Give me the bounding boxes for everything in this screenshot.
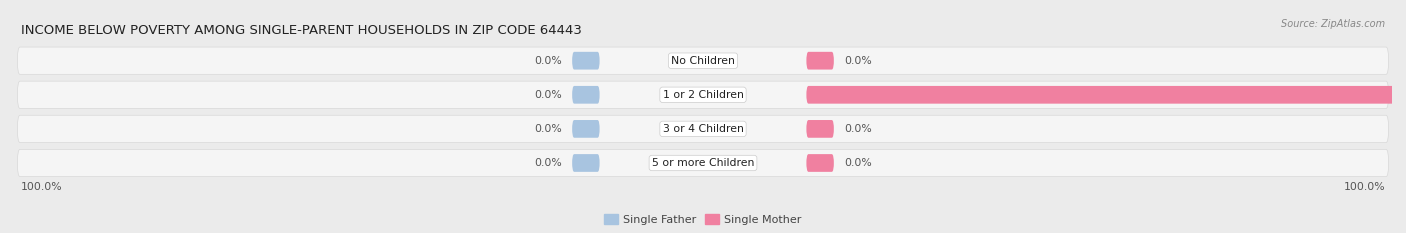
FancyBboxPatch shape xyxy=(17,81,1389,108)
FancyBboxPatch shape xyxy=(807,86,1406,104)
Text: 0.0%: 0.0% xyxy=(534,124,562,134)
FancyBboxPatch shape xyxy=(572,52,599,70)
FancyBboxPatch shape xyxy=(17,149,1389,177)
Text: 0.0%: 0.0% xyxy=(534,158,562,168)
FancyBboxPatch shape xyxy=(17,115,1389,143)
Text: 1 or 2 Children: 1 or 2 Children xyxy=(662,90,744,100)
Text: 0.0%: 0.0% xyxy=(844,158,872,168)
Text: 0.0%: 0.0% xyxy=(534,90,562,100)
Legend: Single Father, Single Mother: Single Father, Single Mother xyxy=(600,210,806,229)
Text: 0.0%: 0.0% xyxy=(534,56,562,66)
Text: 3 or 4 Children: 3 or 4 Children xyxy=(662,124,744,134)
FancyBboxPatch shape xyxy=(572,154,599,172)
FancyBboxPatch shape xyxy=(807,52,834,70)
FancyBboxPatch shape xyxy=(807,120,834,138)
Text: Source: ZipAtlas.com: Source: ZipAtlas.com xyxy=(1281,19,1385,29)
Text: No Children: No Children xyxy=(671,56,735,66)
FancyBboxPatch shape xyxy=(572,120,599,138)
FancyBboxPatch shape xyxy=(572,86,599,104)
Text: INCOME BELOW POVERTY AMONG SINGLE-PARENT HOUSEHOLDS IN ZIP CODE 64443: INCOME BELOW POVERTY AMONG SINGLE-PARENT… xyxy=(21,24,582,37)
Text: 5 or more Children: 5 or more Children xyxy=(652,158,754,168)
Text: 0.0%: 0.0% xyxy=(844,124,872,134)
FancyBboxPatch shape xyxy=(807,154,834,172)
Text: 100.0%: 100.0% xyxy=(1343,182,1385,192)
Text: 0.0%: 0.0% xyxy=(844,56,872,66)
Text: 100.0%: 100.0% xyxy=(21,182,63,192)
FancyBboxPatch shape xyxy=(17,47,1389,74)
